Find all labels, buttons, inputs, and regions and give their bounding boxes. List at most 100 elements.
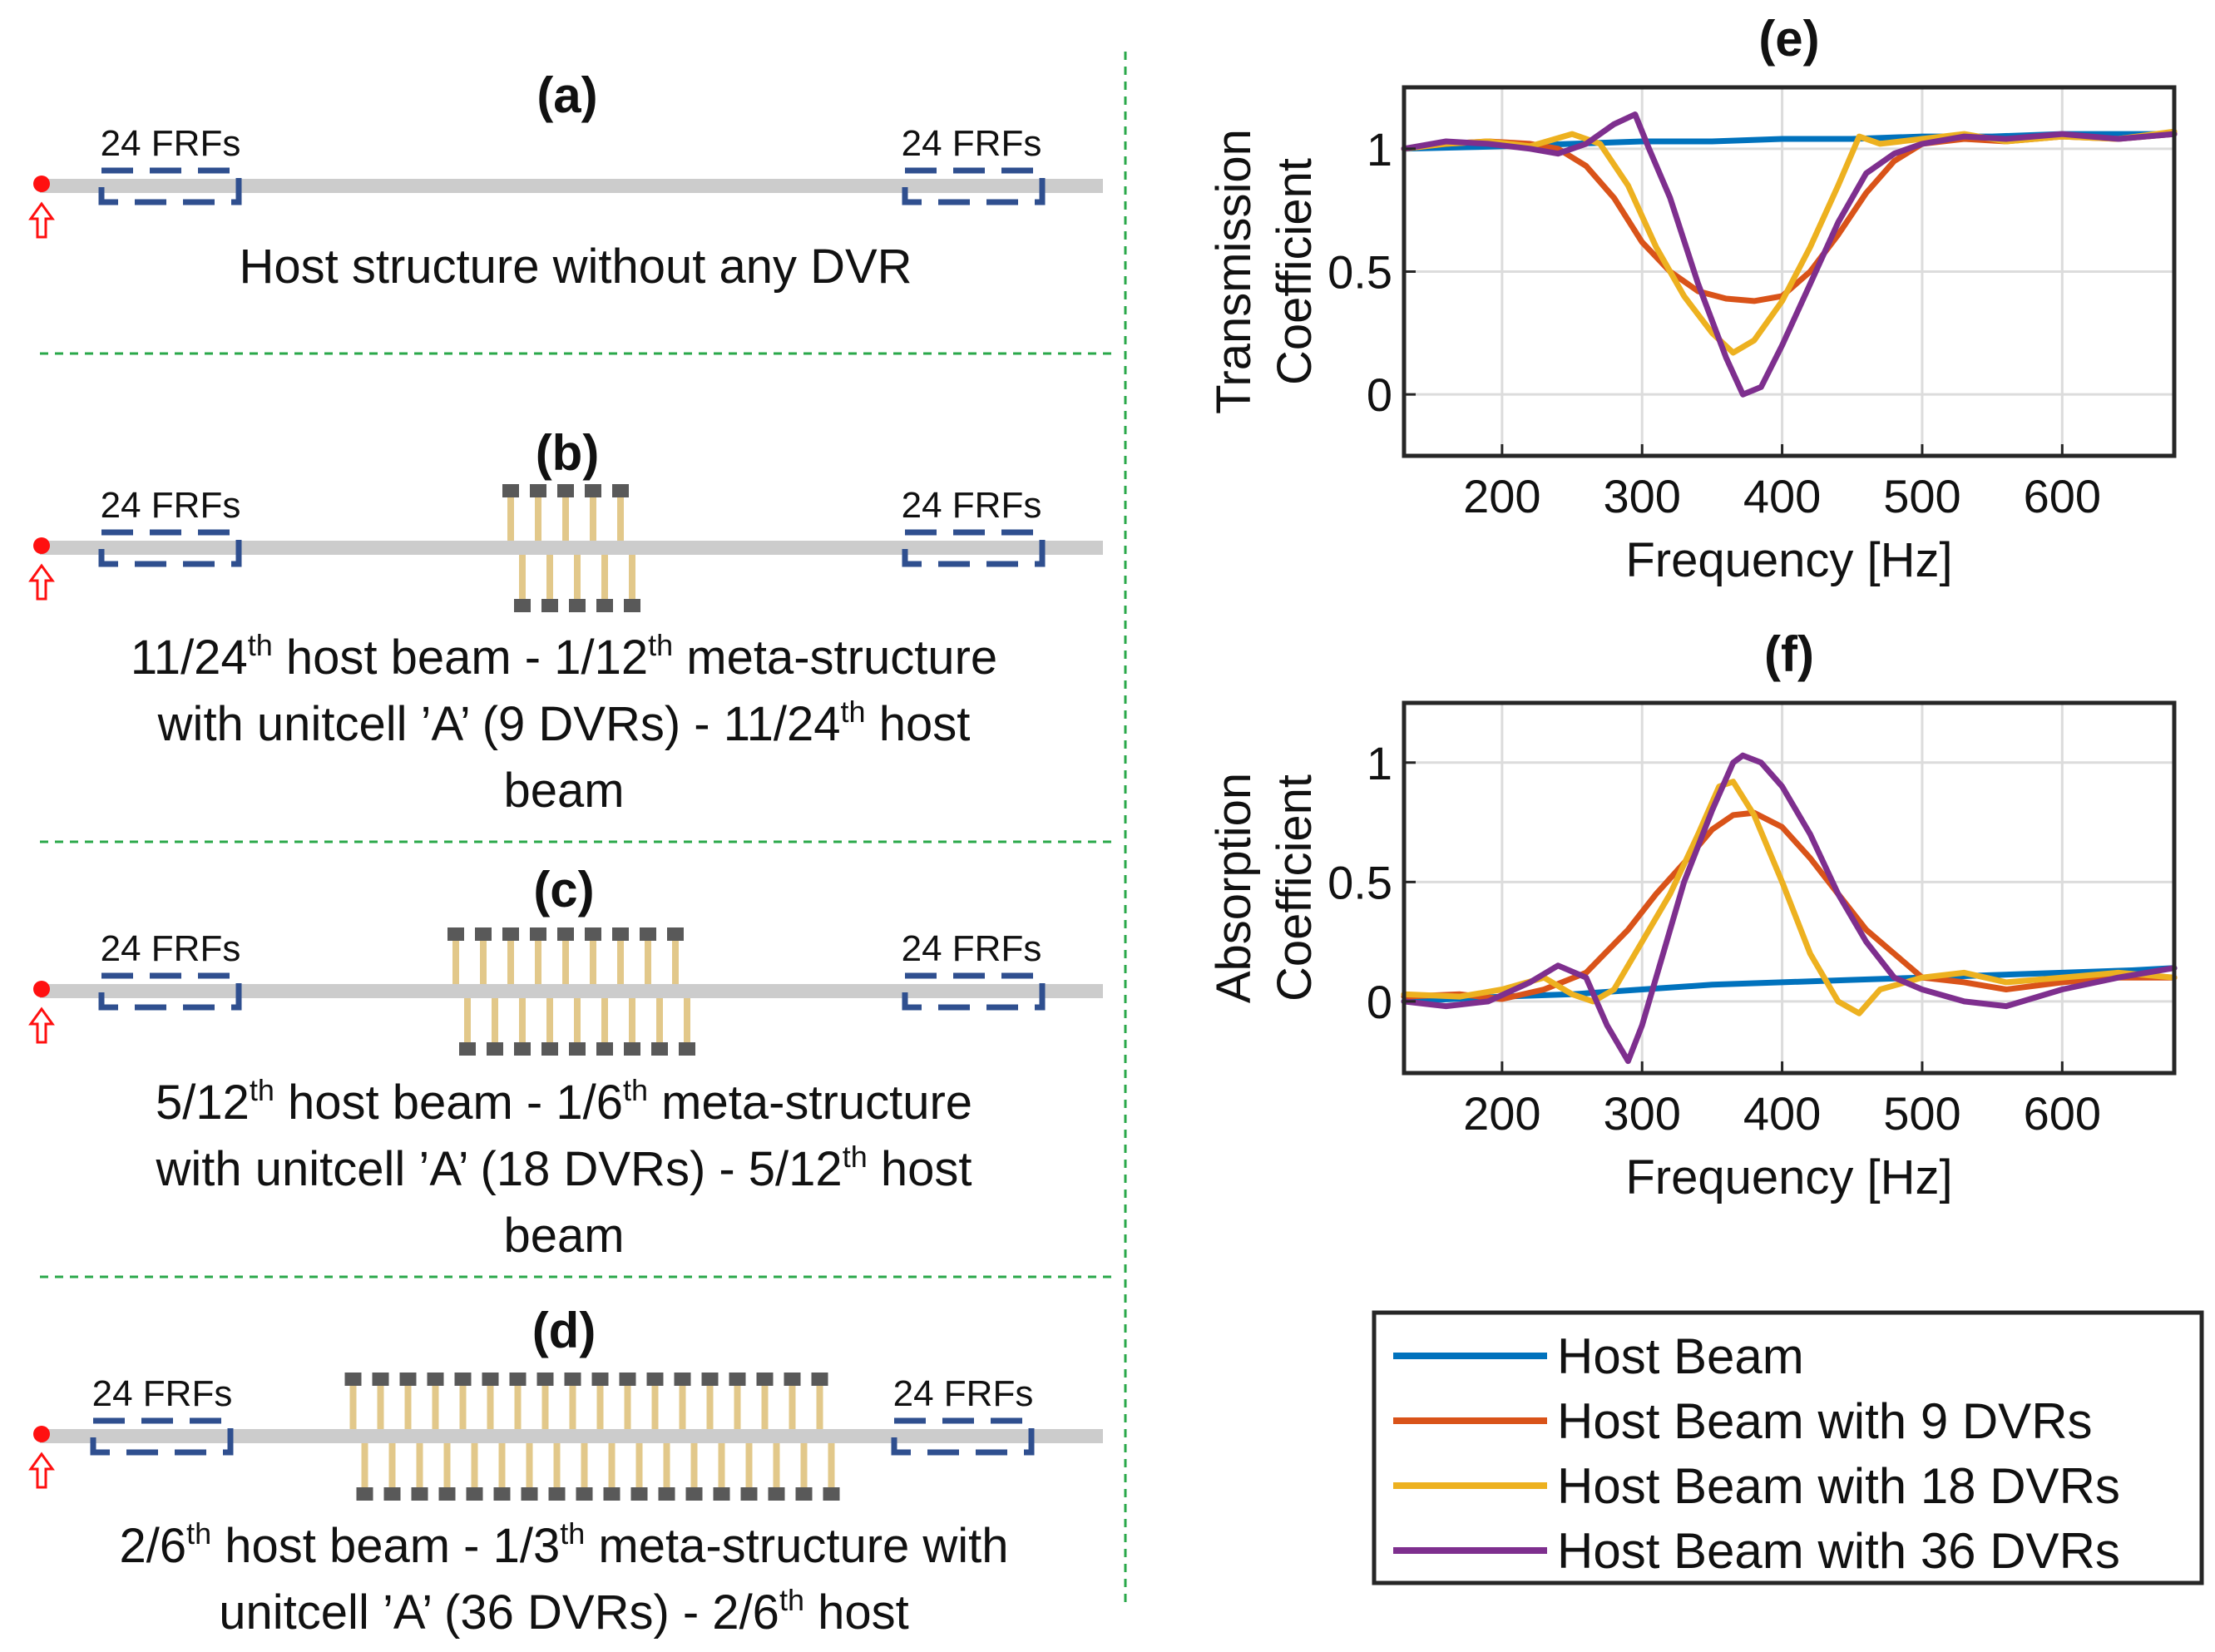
dvr-upper-rod [535, 495, 541, 541]
dvr-array [502, 484, 640, 612]
frf-left-label: 24 FRFs [101, 928, 241, 969]
panel-c-caption-line1: 5/12th host beam - 1/6th meta-structure [156, 1073, 972, 1130]
panel-b-label: (b) [536, 425, 600, 481]
dvr-lower-rod [574, 555, 581, 601]
dvr-upper-rod [672, 938, 679, 984]
dvr-lower-rod [690, 1443, 698, 1489]
dvr-lower-rod [546, 555, 553, 601]
series-line [1401, 752, 2178, 1065]
dvr-lower-mass [459, 1042, 476, 1056]
dvr-upper-rod [617, 938, 624, 984]
frf-right-label: 24 FRFs [902, 485, 1042, 526]
panel-d-label: (d) [532, 1303, 596, 1358]
dvr-upper-mass [557, 484, 574, 497]
dvr-lower-mass [768, 1487, 785, 1501]
dvr-lower-rod [581, 1443, 588, 1489]
dvr-lower-mass [438, 1487, 456, 1501]
dvr-upper-mass [811, 1373, 828, 1386]
dvr-upper-mass [399, 1373, 417, 1386]
dvr-upper-rod [480, 938, 487, 984]
dvr-lower-rod [416, 1443, 423, 1489]
dvr-lower-mass [823, 1487, 840, 1501]
dvr-lower-mass [493, 1487, 511, 1501]
x-tick-label: 200 [1463, 470, 1540, 522]
dvr-upper-mass [502, 927, 519, 941]
dvr-upper-rod [617, 495, 624, 541]
dvr-lower-mass [624, 1042, 640, 1056]
dvr-lower-rod [574, 998, 581, 1044]
dvr-upper-mass [729, 1373, 746, 1386]
dvr-upper-mass [619, 1373, 636, 1386]
dvr-upper-rod [541, 1383, 549, 1429]
panel-d-caption-line1: 2/6th host beam - 1/3th meta-structure w… [119, 1516, 1008, 1573]
dvr-upper-mass [674, 1373, 691, 1386]
dvr-lower-mass [795, 1487, 813, 1501]
dvr-lower-mass [548, 1487, 566, 1501]
host-beam [40, 984, 1103, 998]
dvr-upper-mass [530, 927, 546, 941]
panel-c-caption-line2: with unitcell ’A’ (18 DVRs) - 5/12th hos… [156, 1140, 972, 1196]
dvr-lower-rod [601, 555, 608, 601]
panel-a-label: (a) [536, 67, 597, 123]
dvr-lower-mass [466, 1487, 483, 1501]
dvr-lower-mass [514, 599, 531, 612]
host-beam [40, 179, 1103, 193]
y-tick-label: 1 [1367, 737, 1392, 789]
dvr-upper-rod [459, 1383, 467, 1429]
dvr-upper-mass [585, 484, 601, 497]
dvr-upper-mass [591, 1373, 609, 1386]
dvr-upper-rod [404, 1383, 412, 1429]
dvr-upper-rod [590, 938, 596, 984]
legend-label: Host Beam with 18 DVRs [1557, 1458, 2120, 1514]
dvr-upper-rod [377, 1383, 384, 1429]
dvr-upper-mass [447, 927, 464, 941]
dvr-upper-mass [482, 1373, 499, 1386]
dvr-upper-rod [789, 1383, 796, 1429]
dvr-upper-mass [344, 1373, 362, 1386]
panel-c: (c) 24 FRFs 24 FRFs 5/12th host beam - 1… [28, 862, 1103, 1263]
dvr-lower-rod [684, 998, 690, 1044]
x-axis-label: Frequency [Hz] [1625, 533, 1952, 587]
dvr-array [344, 1373, 840, 1501]
dvr-upper-rod [487, 1383, 494, 1429]
frf-box-right [891, 1417, 1035, 1456]
dvr-lower-mass [541, 599, 558, 612]
dvr-lower-mass [356, 1487, 373, 1501]
dvr-lower-mass [576, 1487, 593, 1501]
frf-left-label: 24 FRFs [92, 1373, 233, 1414]
dvr-lower-rod [663, 1443, 670, 1489]
dvr-lower-rod [635, 1443, 643, 1489]
dvr-upper-mass [502, 484, 519, 497]
dvr-upper-rod [651, 1383, 659, 1429]
dvr-lower-mass [685, 1487, 703, 1501]
dvr-lower-mass [541, 1042, 558, 1056]
panel-c-label: (c) [533, 862, 594, 918]
plot-area [1404, 703, 2174, 1073]
panel-d: (d) 24 FRFs 24 FRFs 2/6th host beam - 1/… [28, 1303, 1103, 1640]
y-tick-label: 0 [1367, 976, 1392, 1028]
frf-right-label: 24 FRFs [893, 1373, 1034, 1414]
dvr-lower-rod [800, 1443, 808, 1489]
panel-label: (e) [1758, 11, 1819, 67]
frf-box-left [98, 529, 242, 567]
dvr-lower-rod [388, 1443, 396, 1489]
dvr-upper-rod [432, 1383, 439, 1429]
dvr-lower-rod [526, 1443, 533, 1489]
x-tick-label: 600 [2024, 470, 2101, 522]
dvr-lower-rod [361, 1443, 368, 1489]
dvr-upper-mass [667, 927, 684, 941]
x-tick-label: 500 [1883, 470, 1960, 522]
frf-right-label: 24 FRFs [902, 123, 1042, 164]
dvr-upper-rod [452, 938, 459, 984]
dvr-upper-rod [562, 938, 569, 984]
dvr-lower-mass [630, 1487, 648, 1501]
series-line [1401, 809, 2178, 1002]
legend-label: Host Beam [1557, 1328, 1804, 1384]
host-beam [40, 541, 1103, 555]
dvr-upper-rod [562, 495, 569, 541]
force-arrow-icon [28, 1452, 55, 1489]
dvr-upper-mass [640, 927, 656, 941]
frf-box-left [98, 972, 242, 1011]
force-arrow-icon [28, 563, 55, 601]
